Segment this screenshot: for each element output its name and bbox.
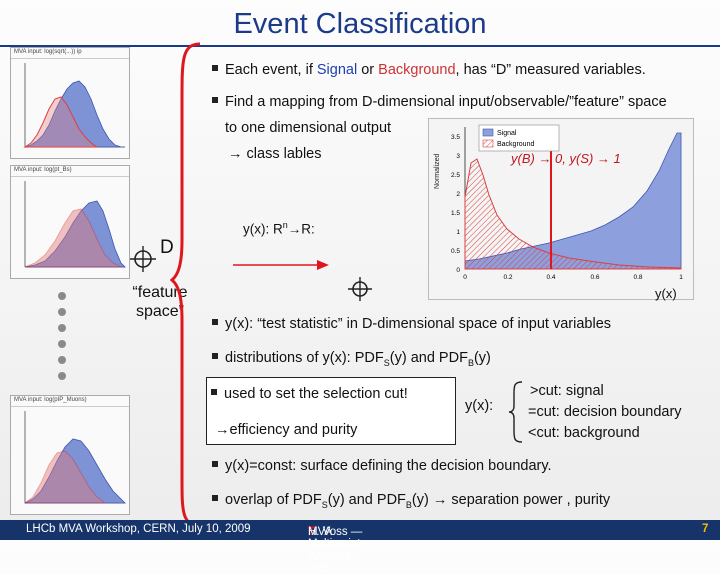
plot-svg: Normalized 0 0.5 1 1.5 2 2.5 3 3.5 0 0.2… bbox=[434, 124, 683, 281]
xtick: 0.2 bbox=[503, 274, 512, 281]
mapping-sup: n bbox=[282, 220, 288, 230]
bullet-square-icon bbox=[211, 389, 217, 395]
ytick: 1 bbox=[456, 229, 460, 236]
bullet-square-icon bbox=[212, 319, 218, 325]
efficiency-purity: →efficiency and purity bbox=[215, 422, 358, 438]
ytick: 0 bbox=[456, 267, 460, 274]
bullet-text: or bbox=[357, 62, 379, 78]
bullet-text: y(x): “test statistic” in D-dimensional … bbox=[225, 316, 612, 332]
xtick: 1 bbox=[679, 274, 683, 281]
ytick: 3 bbox=[456, 153, 460, 160]
plot-ylabel: Normalized bbox=[434, 153, 441, 189]
xtick: 0.8 bbox=[633, 274, 642, 281]
thumbnail-histogram bbox=[23, 411, 126, 504]
ytick: 1.5 bbox=[451, 210, 460, 217]
thumbnail-plot-2: MVA input: log(pt_Bs) bbox=[10, 165, 130, 279]
ellipsis-dot bbox=[58, 372, 66, 380]
ellipsis-dot bbox=[58, 324, 66, 332]
thumbnail-plot-1: MVA input: log(sqrt(...)) ip bbox=[10, 47, 130, 159]
background-word: Background bbox=[378, 62, 456, 78]
bullet-event: Each event, if Signal or Background, has… bbox=[212, 62, 646, 78]
thumbnail-title: MVA input: log(pt_Bs) bbox=[11, 166, 129, 177]
bullet-text: overlap of PDF bbox=[225, 492, 322, 508]
feature-space-label: “feature space” bbox=[132, 284, 188, 320]
ytick: 3.5 bbox=[451, 134, 460, 141]
ellipsis-dot bbox=[58, 292, 66, 300]
bullet-text: Each event, if bbox=[225, 62, 317, 78]
pdf-sub: B bbox=[467, 357, 474, 368]
bullet-test-statistic: y(x): “test statistic” in D-dimensional … bbox=[212, 316, 611, 332]
bullet-square-icon bbox=[212, 461, 218, 467]
xtick: 0.4 bbox=[546, 274, 555, 281]
mapping-text: y(x): R bbox=[243, 221, 283, 237]
ytick: 0.5 bbox=[451, 248, 460, 255]
bullet-text: used to set the selection cut! bbox=[224, 386, 408, 402]
thumbnail-plot-3: MVA input: log(pIP_Muons) bbox=[10, 395, 130, 515]
tmva-t: T bbox=[308, 526, 316, 538]
thumbnail-title: MVA input: log(pIP_Muons) bbox=[11, 396, 129, 407]
xtick: 0.6 bbox=[590, 274, 599, 281]
red-brace-icon bbox=[170, 42, 201, 528]
bullet-mapping: Find a mapping from D-dimensional input/… bbox=[212, 94, 667, 110]
ellipsis-dot bbox=[58, 308, 66, 316]
cut-background: <cut: background bbox=[528, 425, 640, 441]
ytick: 2.5 bbox=[451, 172, 460, 179]
mapping-arrow-icon bbox=[233, 260, 329, 270]
footer-left: LHCb MVA Workshop, CERN, July 10, 2009 bbox=[26, 523, 251, 535]
cut-brace-icon bbox=[508, 381, 523, 443]
ellipsis-dot bbox=[58, 356, 66, 364]
cut-signal: >cut: signal bbox=[530, 383, 604, 399]
pdf-sub: S bbox=[321, 499, 328, 510]
legend-background: Background bbox=[497, 141, 534, 148]
bullet-text: (y) → separation power , purity bbox=[411, 492, 611, 508]
bullet-square-icon bbox=[212, 65, 218, 71]
bullet-surface: y(x)=const: surface defining the decisio… bbox=[212, 458, 552, 474]
cut-yx-label: y(x): bbox=[465, 398, 494, 414]
bullet-distributions: distributions of y(x): PDFS(y) and PDFB(… bbox=[212, 350, 491, 368]
bullet-overlap: overlap of PDFS(y) and PDFB(y) → separat… bbox=[212, 492, 610, 510]
pdf-sub: S bbox=[383, 357, 390, 368]
bullet-text: Find a mapping from D-dimensional input/… bbox=[225, 94, 667, 110]
bullet-square-icon bbox=[212, 353, 218, 359]
thumbnail-title: MVA input: log(sqrt(...)) ip bbox=[11, 48, 129, 59]
page-number: 7 bbox=[702, 523, 709, 535]
bullet-text: y(x)=const: surface defining the decisio… bbox=[225, 458, 552, 474]
signal-word: Signal bbox=[316, 62, 358, 78]
thumbnail-histogram bbox=[23, 63, 125, 148]
bullet-square-icon bbox=[212, 97, 218, 103]
bullet-mapping-cont: to one dimensional output bbox=[225, 120, 392, 136]
title-divider bbox=[0, 45, 720, 47]
bullet-selection-cut: used to set the selection cut! bbox=[211, 386, 408, 402]
bullet-text: , has “D” measured variables. bbox=[455, 62, 646, 78]
yx-axis-label: y(x) bbox=[655, 286, 677, 301]
xtick: 0 bbox=[463, 274, 467, 281]
footer-bar: LHCb MVA Workshop, CERN, July 10, 2009 H… bbox=[0, 520, 720, 574]
bullet-text: distributions of y(x): PDF bbox=[225, 350, 384, 366]
bullet-class-labels: → class lables bbox=[228, 146, 322, 162]
background-histogram bbox=[464, 158, 682, 270]
mapping-arrow: →R: bbox=[287, 221, 315, 237]
real-space-symbol-icon bbox=[130, 246, 156, 272]
bullet-text: (y) and PDF bbox=[327, 492, 406, 508]
ellipsis-dot bbox=[58, 340, 66, 348]
legend-signal: Signal bbox=[497, 130, 517, 137]
mapping-formula: y(x): Rn→R: bbox=[243, 220, 315, 237]
bullet-text: (y) bbox=[473, 350, 491, 366]
selection-cut-box: used to set the selection cut! →efficien… bbox=[206, 377, 456, 445]
tmva-rest: MVA bbox=[308, 526, 333, 538]
bullet-text: (y) and PDF bbox=[389, 350, 468, 366]
cut-boundary: =cut: decision boundary bbox=[528, 404, 682, 420]
dimension-label: D bbox=[160, 237, 174, 258]
plot-annotation: y(B) → 0, y(S) → 1 bbox=[510, 151, 621, 166]
real-line-symbol-icon bbox=[348, 277, 372, 301]
ytick: 2 bbox=[456, 191, 460, 198]
bullet-square-icon bbox=[212, 495, 218, 501]
page-title: Event Classification bbox=[233, 8, 487, 40]
thumbnail-histogram bbox=[24, 181, 126, 268]
classifier-output-plot: Normalized 0 0.5 1 1.5 2 2.5 3 3.5 0 0.2… bbox=[428, 118, 694, 300]
pdf-sub: B bbox=[405, 499, 412, 510]
